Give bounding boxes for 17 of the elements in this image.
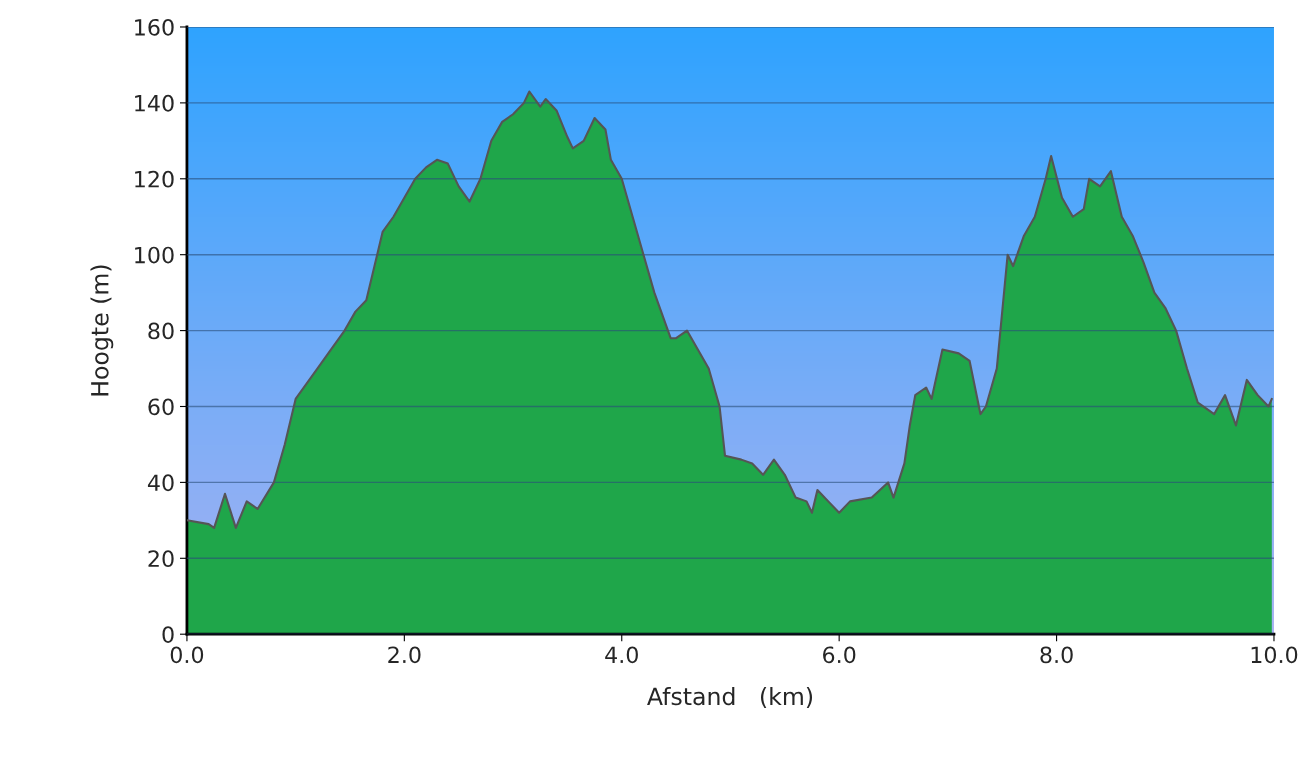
y-tick-label: 140	[135, 94, 174, 112]
y-tick-label: 40	[147, 474, 174, 492]
y-tick-label: 160	[135, 18, 174, 36]
x-tick-label: 10.0	[1251, 646, 1298, 664]
y-axis-title: Hoogte (m)	[90, 265, 114, 396]
x-tick-label: 4.0	[605, 646, 638, 664]
y-tick-label: 0	[162, 626, 174, 643]
y-tick-label: 20	[148, 550, 174, 568]
y-tick-label: 80	[148, 322, 174, 340]
y-tick-label: 120	[135, 170, 174, 188]
x-tick-label: 0.0	[170, 646, 204, 664]
x-tick-label: 8.0	[1040, 646, 1073, 664]
x-tick-label: 2.0	[388, 646, 421, 664]
x-axis-title: Afstand (km)	[647, 686, 813, 709]
x-tick-label: 6.0	[823, 646, 856, 664]
y-tick-label: 100	[135, 246, 174, 264]
y-tick-label: 60	[148, 398, 174, 416]
